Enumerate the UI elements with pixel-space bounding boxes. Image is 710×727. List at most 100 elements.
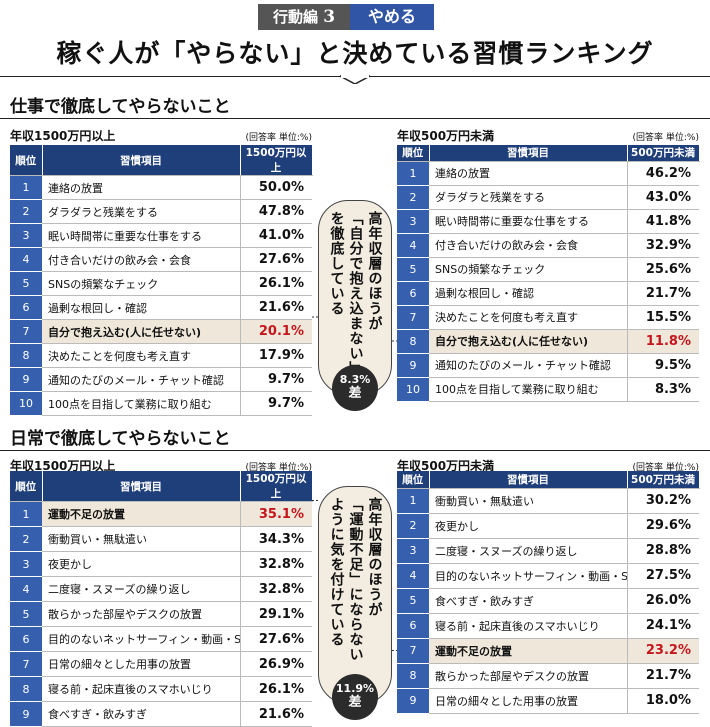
rank-cell: 1 bbox=[397, 161, 429, 186]
rank-cell: 7 bbox=[10, 319, 42, 344]
table-row: 8 散らかった部屋やデスクの放置 21.7% bbox=[397, 663, 699, 689]
value-cell: 29.1% bbox=[239, 601, 312, 627]
value-cell: 28.8% bbox=[626, 538, 699, 564]
table-row: 2 夜更かし 29.6% bbox=[397, 513, 699, 539]
item-cell: 日常の細々とした用事の放置 bbox=[429, 688, 627, 714]
rank-cell: 8 bbox=[397, 329, 429, 354]
value-cell: 20.1% bbox=[239, 319, 312, 344]
value-cell: 26.9% bbox=[239, 651, 312, 677]
table-label: 年収500万円未満 bbox=[397, 459, 495, 473]
column-header: 1500万円以上 bbox=[240, 471, 313, 502]
column-header: 習慣項目 bbox=[42, 471, 241, 502]
value-cell: 21.7% bbox=[626, 281, 699, 306]
rank-cell: 7 bbox=[397, 638, 429, 664]
column-header: 習慣項目 bbox=[42, 145, 241, 176]
column-header: 順位 bbox=[397, 471, 430, 489]
section-divider bbox=[0, 450, 710, 451]
ranking-table: 順位 習慣項目 1500万円以上 1 連絡の放置 50.0% 2 ダラダラと残業をする 47.8… bbox=[10, 145, 313, 416]
table-row: 3 眠い時間帯に重要な仕事をする 41.8% bbox=[397, 209, 699, 234]
item-cell: 衝動買い・無駄遣い bbox=[429, 488, 627, 514]
item-cell: 食べすぎ・飲みすぎ bbox=[42, 701, 240, 727]
item-cell: 決めたことを何度も考え直す bbox=[42, 343, 240, 368]
column-header: 順位 bbox=[10, 145, 43, 176]
section-heading: 仕事で徹底してやらないこと bbox=[10, 97, 231, 117]
header-row: 順位 習慣項目 500万円未満 bbox=[397, 145, 700, 162]
item-cell: 過剰な根回し・確認 bbox=[42, 295, 240, 320]
item-cell: 二度寝・スヌーズの繰り返し bbox=[42, 576, 240, 602]
value-cell: 50.0% bbox=[239, 175, 312, 200]
header-row: 順位 習慣項目 1500万円以上 bbox=[10, 471, 313, 502]
rank-cell: 5 bbox=[397, 588, 429, 614]
table-label: 年収500万円未満 bbox=[397, 129, 495, 143]
column-header: 1500万円以上 bbox=[240, 145, 313, 176]
table-row: 6 寝る前・起床直後のスマホいじり 24.1% bbox=[397, 613, 699, 639]
column-header: 順位 bbox=[10, 471, 43, 502]
callout-line: 高年収層のほうが bbox=[366, 497, 383, 617]
table-row: 1 連絡の放置 46.2% bbox=[397, 161, 699, 186]
section-heading: 日常で徹底してやらないこと bbox=[10, 429, 231, 449]
table-row: 1 衝動買い・無駄遣い 30.2% bbox=[397, 488, 699, 514]
value-cell: 26.0% bbox=[626, 588, 699, 614]
table-note: (回答率 単位:%) bbox=[632, 133, 699, 143]
table-row: 8 寝る前・起床直後のスマホいじり 26.1% bbox=[10, 676, 312, 702]
value-cell: 29.6% bbox=[626, 513, 699, 539]
rank-cell: 8 bbox=[397, 663, 429, 689]
value-cell: 9.7% bbox=[239, 391, 312, 416]
value-cell: 32.8% bbox=[239, 576, 312, 602]
table-row: 3 夜更かし 32.8% bbox=[10, 551, 312, 577]
table-row: 1 運動不足の放置 35.1% bbox=[10, 501, 312, 527]
value-cell: 34.3% bbox=[239, 526, 312, 552]
item-cell: 日常の細々とした用事の放置 bbox=[42, 651, 240, 677]
table-row: 2 衝動買い・無駄遣い 34.3% bbox=[10, 526, 312, 552]
table-row: 9 食べすぎ・飲みすぎ 21.6% bbox=[10, 701, 312, 727]
rank-cell: 6 bbox=[397, 613, 429, 639]
value-cell: 11.8% bbox=[626, 329, 699, 354]
rank-cell: 5 bbox=[10, 271, 42, 296]
value-cell: 41.0% bbox=[239, 223, 312, 248]
rank-cell: 1 bbox=[10, 501, 42, 527]
item-cell: 眠い時間帯に重要な仕事をする bbox=[42, 223, 240, 248]
table-row: 5 食べすぎ・飲みすぎ 26.0% bbox=[397, 588, 699, 614]
item-cell: 夜更かし bbox=[429, 513, 627, 539]
value-cell: 26.1% bbox=[239, 271, 312, 296]
ranking-table: 順位 習慣項目 500万円未満 1 連絡の放置 46.2% 2 ダラダラと残業をする 43.0%… bbox=[397, 145, 700, 402]
table-row: 7 運動不足の放置 23.2% bbox=[397, 638, 699, 664]
item-cell: 連絡の放置 bbox=[42, 175, 240, 200]
item-cell: 自分で抱え込む(人に任せない) bbox=[42, 319, 240, 344]
value-cell: 30.2% bbox=[626, 488, 699, 514]
value-cell: 47.8% bbox=[239, 199, 312, 224]
table-row: 9 通知のたびのメール・チャット確認 9.5% bbox=[397, 353, 699, 378]
item-cell: 自分で抱え込む(人に任せない) bbox=[429, 329, 627, 354]
table-row: 9 通知のたびのメール・チャット確認 9.7% bbox=[10, 367, 312, 392]
item-cell: ダラダラと残業をする bbox=[429, 185, 627, 210]
table-note: (回答率 単位:%) bbox=[632, 463, 699, 473]
table-row: 3 眠い時間帯に重要な仕事をする 41.0% bbox=[10, 223, 312, 248]
badge-text: 8.3% bbox=[339, 373, 371, 386]
value-cell: 8.3% bbox=[626, 377, 699, 402]
value-cell: 17.9% bbox=[239, 343, 312, 368]
value-cell: 21.6% bbox=[239, 701, 312, 727]
item-cell: 夜更かし bbox=[42, 551, 240, 577]
rank-cell: 4 bbox=[10, 247, 42, 272]
item-cell: 運動不足の放置 bbox=[429, 638, 627, 664]
table-row: 4 付き合いだけの飲み会・会食 27.6% bbox=[10, 247, 312, 272]
value-cell: 21.7% bbox=[626, 663, 699, 689]
value-cell: 9.5% bbox=[626, 353, 699, 378]
rank-cell: 3 bbox=[10, 551, 42, 577]
tag: 行動編 3 bbox=[258, 4, 350, 30]
column-header: 順位 bbox=[397, 145, 430, 162]
value-cell: 27.6% bbox=[239, 626, 312, 652]
value-cell: 24.1% bbox=[626, 613, 699, 639]
rank-cell: 2 bbox=[10, 526, 42, 552]
callout-line: 高年収層のほうが bbox=[366, 211, 383, 331]
value-cell: 27.6% bbox=[239, 247, 312, 272]
table-label: 年収1500万円以上 bbox=[10, 129, 116, 143]
item-cell: 100点を目指して業務に取り組む bbox=[429, 377, 627, 402]
rank-cell: 4 bbox=[397, 563, 429, 589]
value-cell: 32.8% bbox=[239, 551, 312, 577]
rank-cell: 6 bbox=[10, 626, 42, 652]
value-cell: 9.7% bbox=[239, 367, 312, 392]
table-row: 3 二度寝・スヌーズの繰り返し 28.8% bbox=[397, 538, 699, 564]
item-cell: 決めたことを何度も考え直す bbox=[429, 305, 627, 330]
rank-cell: 10 bbox=[10, 391, 42, 416]
